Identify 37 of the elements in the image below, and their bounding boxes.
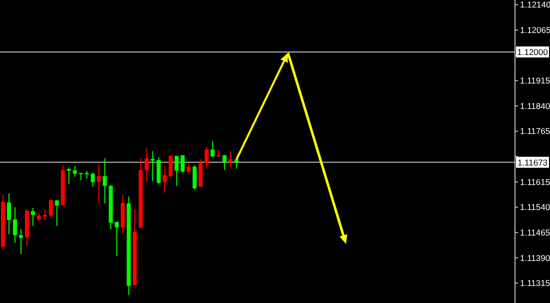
candlestick: [6, 192, 11, 235]
y-tick-label: 1.11840: [520, 100, 550, 111]
y-tick-label: 1.11915: [520, 76, 550, 86]
candlestick: [192, 164, 197, 190]
candlestick: [204, 146, 209, 168]
candlestick: [174, 155, 179, 186]
y-tick-label: 1.11390: [520, 252, 550, 263]
candlestick: [222, 154, 227, 171]
candlestick: [48, 198, 53, 218]
y-tick-label: 1.11315: [520, 278, 550, 288]
y-tick-label: 1.11615: [520, 176, 550, 187]
candlestick: [168, 154, 173, 178]
y-tick-label: 1.11540: [520, 202, 550, 212]
candlestick: [96, 164, 101, 204]
ref-line-label: 1.11673: [517, 157, 548, 168]
candlestick: [228, 150, 233, 168]
y-tick-label: 1.11765: [520, 126, 550, 136]
candlestick: [180, 154, 185, 174]
candlestick: [186, 162, 191, 175]
candlestick: [234, 158, 239, 170]
y-tick-label: 1.11465: [520, 227, 550, 238]
y-tick-label: 1.12065: [520, 25, 550, 36]
candlestick: [156, 156, 161, 185]
ref-line-label: 1.12000: [517, 46, 548, 57]
candlestick: [54, 200, 59, 227]
candlestick: [198, 158, 203, 188]
candlestick: [210, 140, 215, 158]
candlestick: [90, 172, 95, 188]
candlestick: [72, 166, 77, 178]
candlestick: [30, 207, 35, 227]
candlestick: [114, 220, 119, 257]
candlestick: [84, 170, 89, 179]
candlestick: [18, 228, 23, 255]
candlestick: [102, 158, 107, 204]
candlestick: [144, 148, 149, 182]
candlestick: [12, 206, 17, 244]
candlestick: [162, 166, 167, 194]
